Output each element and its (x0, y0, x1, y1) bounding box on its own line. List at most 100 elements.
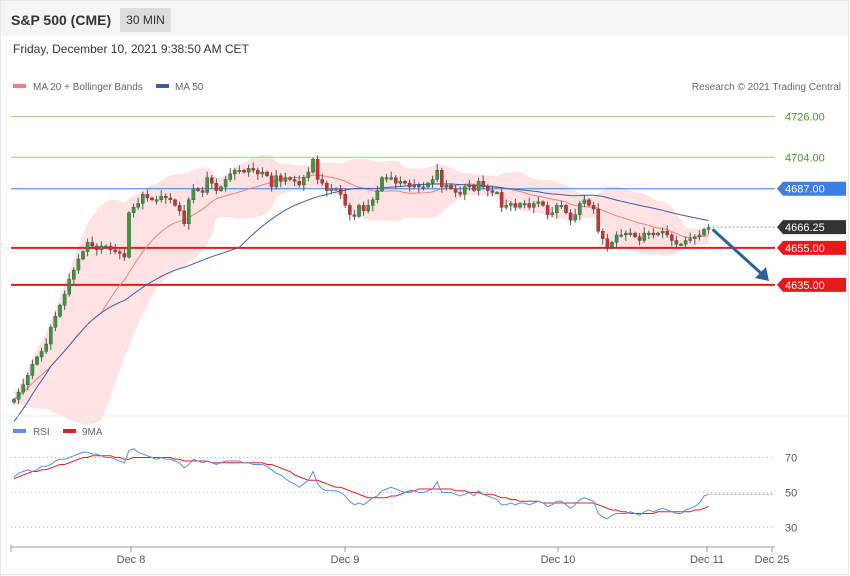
candle-down[interactable] (674, 240, 679, 245)
candle-up[interactable] (435, 170, 440, 180)
candle-down[interactable] (545, 205, 550, 215)
candle-up[interactable] (697, 234, 702, 237)
candle-up[interactable] (35, 356, 39, 365)
candle-up[interactable] (12, 399, 16, 403)
candle-up[interactable] (58, 304, 62, 317)
candle-down[interactable] (352, 214, 357, 217)
candle-up[interactable] (16, 391, 21, 400)
candle-up[interactable] (154, 199, 159, 202)
candle-up[interactable] (237, 170, 242, 172)
candle-up[interactable] (398, 181, 403, 184)
candle-up[interactable] (260, 171, 265, 175)
candle-down[interactable] (343, 194, 348, 206)
candle-down[interactable] (145, 194, 150, 199)
candle-down[interactable] (177, 205, 182, 212)
candle-down[interactable] (591, 205, 596, 210)
candle-up[interactable] (306, 171, 311, 178)
candle-down[interactable] (637, 236, 642, 241)
candle-down[interactable] (361, 205, 366, 212)
candle-down[interactable] (214, 182, 219, 191)
candle-down[interactable] (256, 170, 260, 175)
candle-up[interactable] (186, 199, 191, 225)
candle-up[interactable] (205, 177, 210, 193)
candle-up[interactable] (140, 194, 145, 204)
candle-up[interactable] (702, 229, 706, 236)
candle-down[interactable] (269, 175, 274, 188)
candle-down[interactable] (173, 199, 177, 206)
candle-up[interactable] (223, 179, 228, 188)
candle-up[interactable] (76, 258, 81, 271)
candle-down[interactable] (601, 231, 605, 239)
candle-down[interactable] (163, 195, 168, 199)
candle-down[interactable] (665, 231, 669, 236)
candle-up[interactable] (302, 177, 306, 186)
candle-up[interactable] (660, 231, 665, 234)
candle-up[interactable] (522, 203, 527, 206)
candle-down[interactable] (407, 182, 412, 188)
candle-up[interactable] (334, 188, 338, 191)
candle-down[interactable] (513, 203, 518, 208)
candle-up[interactable] (228, 173, 233, 180)
candle-up[interactable] (384, 177, 389, 180)
candle-up[interactable] (49, 327, 53, 345)
candle-up[interactable] (274, 175, 279, 188)
candle-down[interactable] (200, 190, 205, 193)
candle-down[interactable] (596, 208, 600, 232)
candle-up[interactable] (679, 243, 683, 246)
candle-up[interactable] (127, 212, 131, 258)
candle-up[interactable] (311, 158, 315, 173)
candle-up[interactable] (578, 203, 582, 215)
candle-up[interactable] (375, 190, 380, 201)
candle-up[interactable] (628, 232, 633, 235)
candle-down[interactable] (417, 184, 421, 188)
candle-down[interactable] (348, 205, 352, 215)
candle-down[interactable] (117, 251, 122, 254)
candle-down[interactable] (403, 181, 407, 184)
candle-up[interactable] (389, 177, 394, 180)
candle-up[interactable] (426, 182, 430, 188)
candle-down[interactable] (541, 201, 545, 206)
candle-up[interactable] (191, 188, 196, 201)
candle-up[interactable] (131, 207, 136, 213)
candle-down[interactable] (449, 184, 453, 189)
candle-down[interactable] (150, 197, 154, 201)
candle-up[interactable] (39, 351, 44, 358)
candle-down[interactable] (209, 177, 214, 184)
candle-up[interactable] (614, 234, 619, 243)
candle-down[interactable] (279, 175, 283, 182)
candle-down[interactable] (288, 177, 292, 180)
candle-up[interactable] (136, 203, 141, 208)
candle-up[interactable] (582, 199, 587, 204)
candle-down[interactable] (94, 245, 99, 250)
candle-down[interactable] (297, 181, 302, 186)
interval-selector[interactable]: 30 MIN (120, 8, 171, 32)
candle-up[interactable] (53, 316, 58, 328)
candle-up[interactable] (518, 203, 522, 208)
candle-down[interactable] (564, 205, 568, 213)
candle-up[interactable] (371, 199, 375, 206)
candle-down[interactable] (587, 199, 591, 206)
candle-up[interactable] (329, 188, 334, 191)
candle-up[interactable] (246, 168, 251, 173)
candle-down[interactable] (499, 192, 504, 208)
candle-down[interactable] (481, 181, 486, 188)
candle-up[interactable] (85, 242, 90, 252)
candle-down[interactable] (325, 182, 329, 191)
candle-down[interactable] (265, 171, 269, 176)
candle-up[interactable] (706, 227, 711, 230)
candle-down[interactable] (182, 210, 187, 225)
candle-up[interactable] (444, 184, 449, 188)
candle-up[interactable] (463, 186, 467, 195)
candle-down[interactable] (338, 188, 343, 195)
candle-down[interactable] (440, 170, 444, 188)
candle-down[interactable] (242, 170, 246, 173)
candle-down[interactable] (605, 238, 610, 249)
candle-up[interactable] (219, 186, 223, 191)
candle-up[interactable] (232, 170, 237, 175)
candle-up[interactable] (504, 205, 509, 208)
candle-up[interactable] (693, 236, 697, 239)
candle-down[interactable] (633, 232, 637, 237)
candle-down[interactable] (670, 234, 674, 241)
candle-down[interactable] (568, 212, 573, 221)
